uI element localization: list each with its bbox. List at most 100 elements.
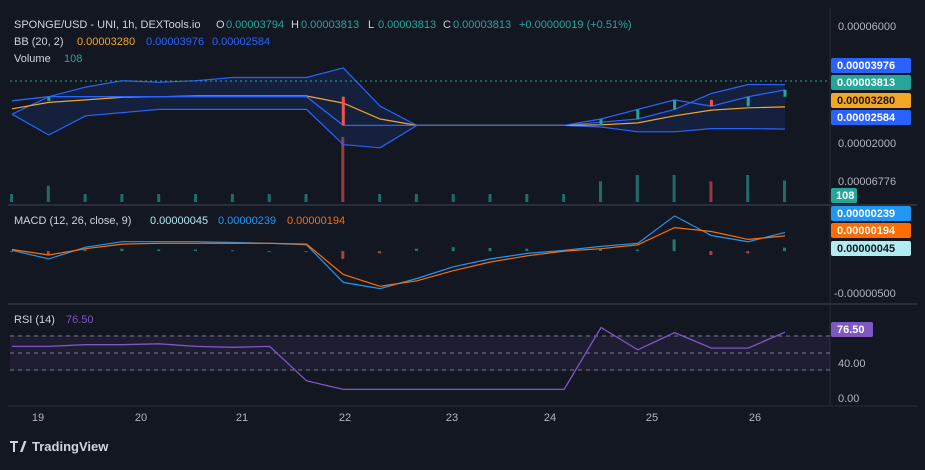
time-tick-20: 20 — [135, 412, 147, 424]
tradingview-logo-text: TradingView — [32, 439, 109, 454]
ohlc-c-value: 0.00003813 — [453, 19, 511, 31]
candle — [709, 99, 713, 107]
macd-legend-signal: 0.00000194 — [287, 215, 345, 227]
badge-lower: 0.00002584 — [837, 112, 896, 124]
macd-tick-bottom: -0.00000500 — [834, 288, 896, 300]
volume-bar — [562, 194, 566, 202]
candle — [47, 96, 51, 101]
bb-legend-label[interactable]: BB (20, 2) — [14, 36, 64, 48]
macd-hist-bar — [414, 248, 418, 251]
volume-bar — [488, 194, 492, 202]
candle — [599, 119, 603, 126]
volume-bar — [304, 194, 308, 202]
volume-bars — [10, 137, 786, 202]
time-tick-19: 19 — [32, 412, 44, 424]
badge-volume: 108 — [836, 190, 854, 202]
badge-volume-bg — [831, 188, 857, 203]
tradingview-logo[interactable]: TradingView — [10, 439, 109, 454]
volume-bar — [194, 194, 197, 202]
macd-hist-bar — [709, 251, 713, 255]
ohlc-o-label: O — [216, 19, 225, 31]
volume-bar — [10, 194, 13, 202]
time-tick-25: 25 — [646, 412, 658, 424]
volume-bar — [46, 185, 50, 202]
time-tick-22: 22 — [339, 412, 351, 424]
macd-hist-bar — [10, 251, 13, 253]
price-close-line — [11, 89, 786, 127]
macd-histogram — [10, 239, 786, 259]
rsi-line — [12, 326, 786, 391]
ohlc-c-label: C — [443, 19, 451, 31]
ohlc-h-label: H — [291, 19, 299, 31]
badge-lower-bg — [831, 110, 911, 125]
time-axis[interactable]: 19 20 21 22 23 24 25 26 — [32, 412, 761, 424]
badge-macd: 0.00000239 — [837, 208, 895, 220]
volume-bar — [783, 180, 786, 202]
macd-hist-bar — [157, 249, 161, 252]
badge-upper-bg — [831, 58, 911, 73]
badge-basis: 0.00003280 — [837, 95, 895, 107]
volume-bar — [378, 194, 382, 202]
badge-hist: 0.00000045 — [837, 243, 895, 255]
signal-line — [11, 226, 786, 287]
badge-rsi-bg — [831, 322, 873, 337]
macd-hist-bar — [525, 248, 529, 251]
ohlc-l-value: 0.00003813 — [378, 19, 436, 31]
macd-legend-label[interactable]: MACD (12, 26, close, 9) — [14, 215, 131, 227]
volume-bar — [525, 194, 529, 202]
volume-bar — [599, 181, 602, 202]
macd-hist-bar — [267, 251, 271, 253]
volume-bar — [83, 194, 87, 202]
rsi-legend-label[interactable]: RSI (14) — [14, 314, 55, 326]
macd-hist-bar — [46, 251, 50, 255]
macd-hist-bar — [488, 248, 492, 252]
macd-hist-bar — [599, 248, 602, 251]
ohlc-l-label: L — [368, 19, 374, 31]
badge-close-bg — [831, 75, 911, 90]
volume-legend-value: 108 — [64, 53, 82, 65]
macd-legend-macd: 0.00000239 — [218, 215, 276, 227]
macd-hist-bar — [783, 247, 786, 252]
time-tick-21: 21 — [236, 412, 248, 424]
volume-bar — [746, 175, 750, 202]
volume-bar — [414, 194, 418, 202]
rsi-tick-40: 40.00 — [838, 358, 866, 370]
macd-legend-hist: 0.00000045 — [150, 215, 208, 227]
price-tick-top: 0.00006000 — [838, 21, 896, 33]
badge-signal: 0.00000194 — [837, 225, 896, 237]
tradingview-logo-icon — [10, 441, 27, 452]
macd-hist-bar — [341, 251, 345, 259]
volume-bar — [120, 194, 124, 202]
volume-bar — [267, 194, 271, 202]
volume-bar — [230, 194, 234, 202]
volume-bar — [451, 194, 455, 202]
macd-hist-bar — [83, 249, 87, 252]
bollinger-lower-line — [11, 108, 786, 149]
volume-bar — [672, 175, 676, 202]
badge-basis-bg — [831, 93, 911, 108]
badge-hist-bg — [831, 241, 911, 256]
badge-rsi: 76.50 — [837, 324, 865, 336]
time-tick-23: 23 — [446, 412, 458, 424]
candle — [341, 96, 345, 126]
time-tick-24: 24 — [544, 412, 556, 424]
volume-legend-label[interactable]: Volume — [14, 53, 51, 65]
macd-hist-bar — [194, 249, 197, 252]
candles — [47, 89, 787, 126]
volume-tick: 0.00006776 — [838, 176, 896, 188]
symbol-title[interactable]: SPONGE/USD - UNI, 1h, DEXTools.io — [14, 19, 200, 31]
badge-close: 0.00003813 — [837, 77, 895, 89]
macd-hist-bar — [304, 251, 308, 253]
ohlc-change: +0.00000019 (+0.51%) — [519, 19, 632, 31]
volume-bar — [341, 137, 345, 202]
macd-hist-bar — [120, 248, 124, 251]
ohlc-h-value: 0.00003813 — [301, 19, 359, 31]
macd-hist-bar — [451, 247, 455, 252]
macd-hist-bar — [672, 239, 676, 252]
bb-legend-lower: 0.00002584 — [212, 36, 270, 48]
volume-bar — [709, 181, 713, 202]
ohlc-o-value: 0.00003794 — [226, 19, 284, 31]
badge-upper: 0.00003976 — [837, 60, 895, 72]
